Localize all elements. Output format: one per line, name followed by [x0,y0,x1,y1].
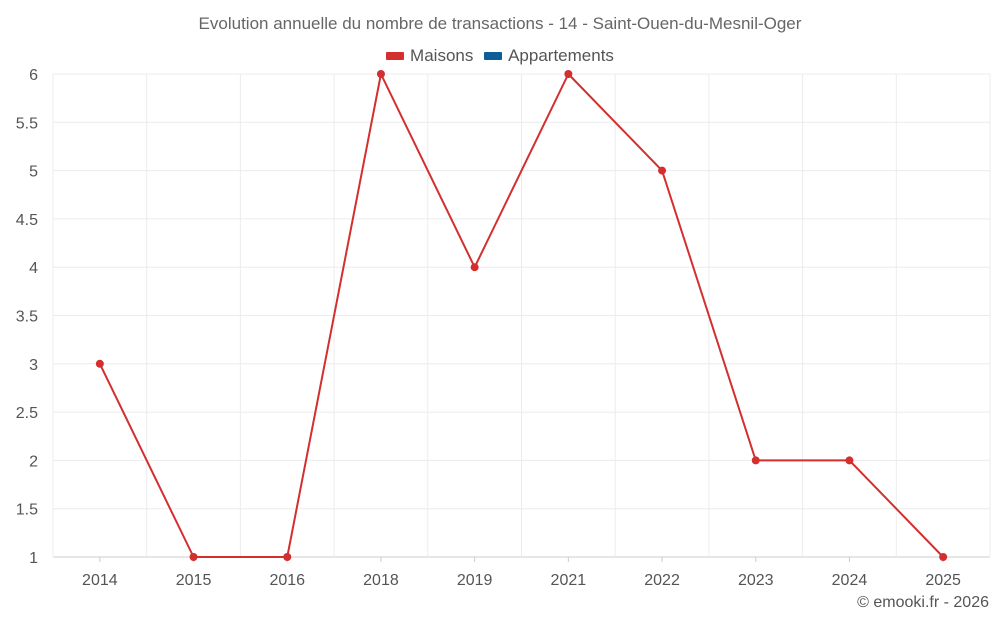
y-tick-label: 4.5 [16,212,38,229]
data-point [470,263,479,272]
y-tick-label: 1 [29,550,38,567]
y-tick-label: 4 [29,260,38,277]
y-tick-label: 1.5 [16,502,38,519]
y-tick-label: 3 [29,357,38,374]
x-tick-label: 2014 [82,572,118,589]
legend: Maisons Appartements [0,45,1000,66]
series-line-maisons [98,73,944,558]
x-tick-label: 2025 [925,572,961,589]
y-tick-label: 5 [29,164,38,181]
legend-label-appartements: Appartements [508,46,614,65]
data-point [283,553,292,561]
legend-swatch-maisons [386,52,405,60]
y-tick-label: 2 [29,453,38,470]
data-point [564,70,573,78]
legend-label-maisons: Maisons [410,46,474,65]
y-tick-label: 5.5 [16,115,38,132]
y-tick-label: 6 [29,67,38,84]
x-tick-label: 2022 [644,572,680,589]
legend-item-appartements[interactable]: Appartements [484,46,614,66]
y-tick-label: 2.5 [16,405,38,422]
data-point [751,456,760,465]
data-point [845,456,854,465]
data-point [658,166,667,175]
y-tick-label: 3.5 [16,309,38,326]
x-tick-label: 2015 [176,572,212,589]
data-point [376,70,385,78]
data-point [939,553,948,561]
data-point [189,553,198,561]
x-tick-label: 2018 [363,572,399,589]
credit-text: © emooki.fr - 2026 [857,594,989,611]
x-tick-label: 2023 [738,572,774,589]
x-tick-label: 2019 [457,572,493,589]
x-tick-label: 2024 [832,572,868,589]
x-tick-label: 2016 [269,572,305,589]
x-tick-label: 2021 [551,572,587,589]
data-point [95,359,104,368]
chart-title: Evolution annuelle du nombre de transact… [198,14,802,33]
legend-swatch-appartements [484,52,503,60]
legend-item-maisons[interactable]: Maisons [386,46,473,66]
